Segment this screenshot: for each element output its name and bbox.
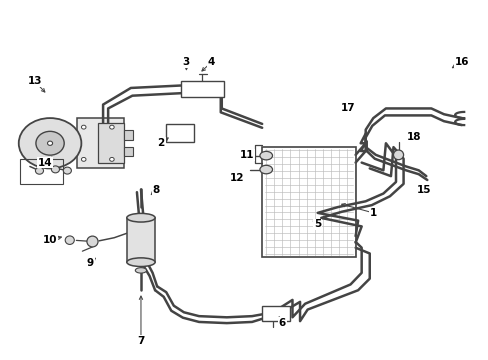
Text: 6: 6 [278,318,285,328]
Bar [181,81,224,97]
Bar [77,118,123,168]
Ellipse shape [87,236,98,247]
Ellipse shape [36,131,64,155]
Text: 3: 3 [183,57,190,67]
Ellipse shape [135,268,146,273]
Ellipse shape [260,151,272,160]
Bar [123,147,132,156]
Ellipse shape [109,125,114,129]
Ellipse shape [81,157,86,161]
Text: 14: 14 [38,158,52,168]
Text: 11: 11 [239,150,254,160]
Text: 7: 7 [137,336,144,346]
Text: 10: 10 [43,235,57,245]
Ellipse shape [126,258,155,266]
Bar [262,147,355,257]
Ellipse shape [35,167,43,174]
Ellipse shape [47,141,53,145]
Ellipse shape [63,167,71,174]
Text: 5: 5 [313,220,321,229]
Bar [126,218,155,262]
Ellipse shape [260,165,272,174]
Ellipse shape [393,150,403,160]
Text: 4: 4 [207,57,215,67]
Ellipse shape [65,236,74,244]
Text: 1: 1 [369,208,376,218]
Bar [262,306,289,321]
Text: 18: 18 [406,132,420,143]
Ellipse shape [81,125,86,129]
Text: 13: 13 [28,76,42,86]
Text: 8: 8 [152,185,160,195]
Text: 12: 12 [229,173,244,183]
Bar [123,130,132,140]
Text: 9: 9 [87,258,94,268]
Ellipse shape [126,213,155,222]
Bar [20,159,62,184]
Ellipse shape [19,118,81,168]
Text: 15: 15 [416,185,430,195]
Ellipse shape [51,166,60,173]
Bar [166,123,194,142]
Text: 17: 17 [340,103,355,113]
Ellipse shape [109,157,114,161]
Text: 2: 2 [157,138,164,148]
Bar [98,123,123,163]
Text: 16: 16 [453,57,468,67]
